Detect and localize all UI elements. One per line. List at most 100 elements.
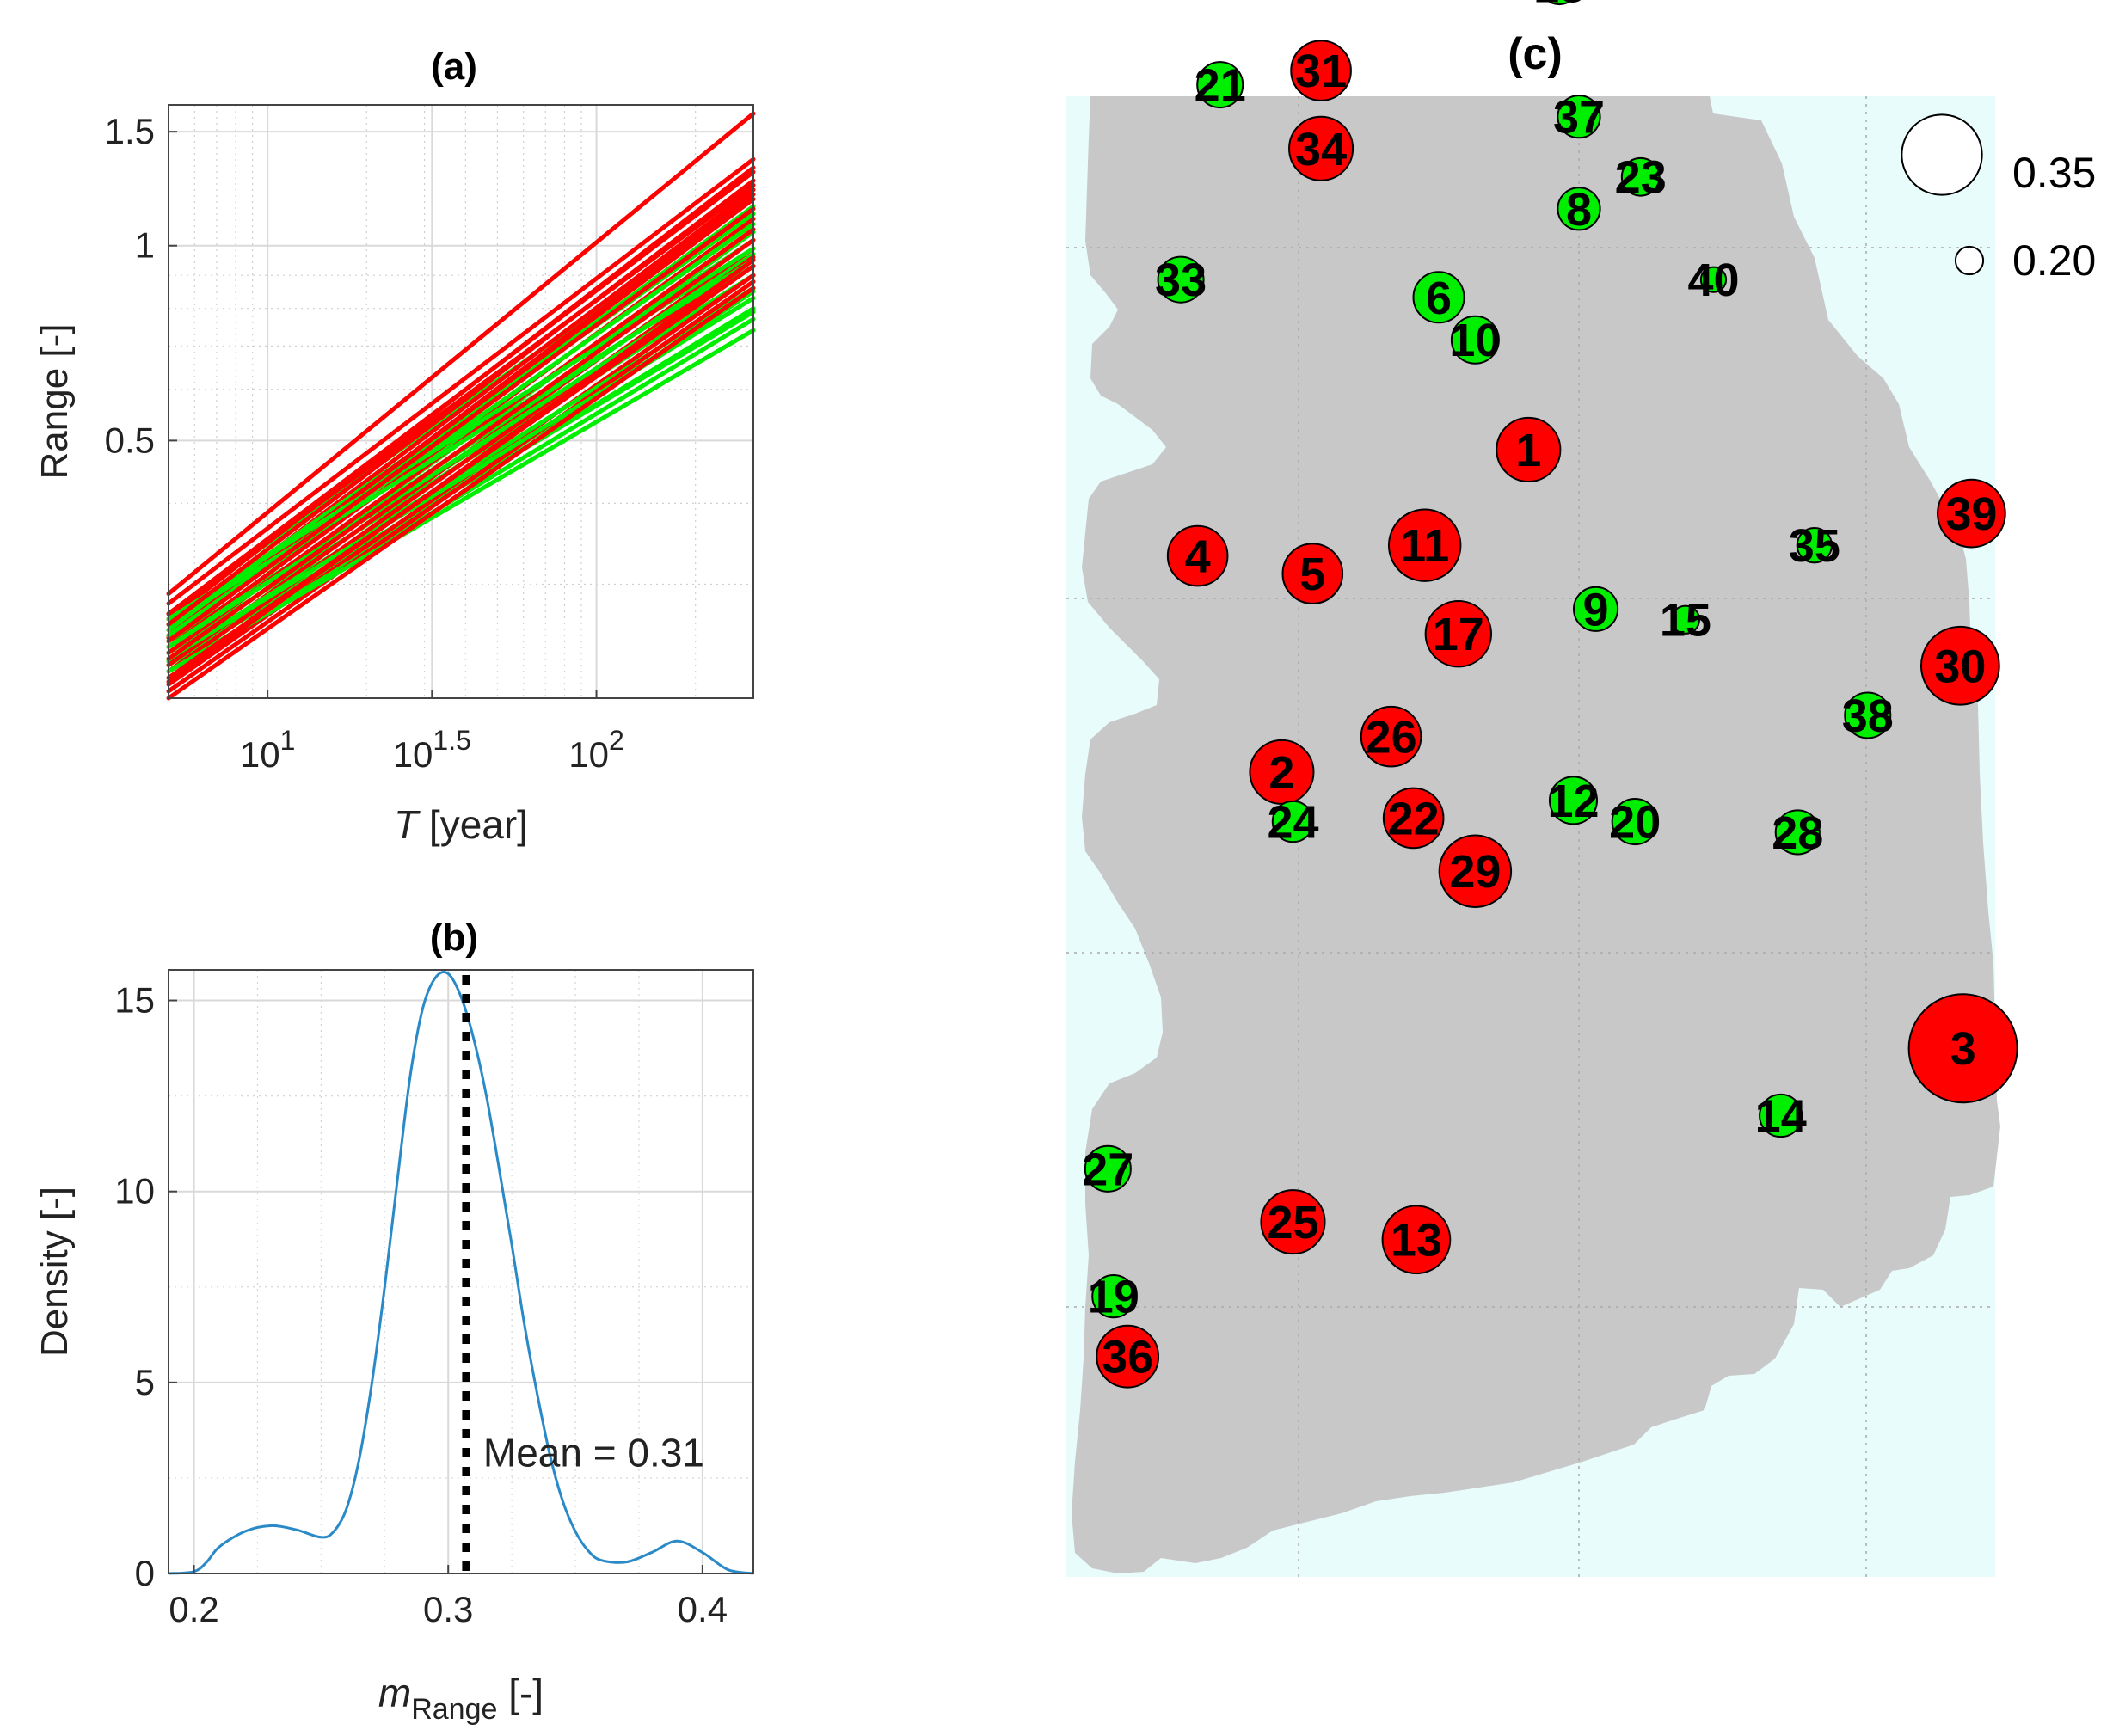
panel-a-series-line [166, 279, 756, 694]
panel-a-axes-box [168, 104, 754, 699]
station-31-marker [1290, 40, 1352, 101]
panel-b-xtick-label: 0.2 [169, 1589, 218, 1629]
station-6-marker [1412, 271, 1465, 324]
station-35-marker [1796, 527, 1833, 564]
panel-a-xtick-label-base: 10 [393, 734, 433, 775]
station-40-label: 40 [1687, 255, 1739, 306]
station-10-marker [1450, 315, 1500, 365]
station-30-marker [1919, 625, 2000, 706]
panel-a-xtick-label-exp: 1.5 [433, 725, 470, 756]
station-12-marker [1548, 776, 1598, 825]
panel-a-series [166, 111, 756, 701]
legend-label-small: 0.20 [2012, 236, 2096, 285]
station-31-label: 31 [1295, 46, 1347, 97]
station-14-marker [1759, 1093, 1803, 1138]
panel-b-title: (b) [430, 917, 478, 959]
station-4-label: 4 [1185, 531, 1211, 583]
station-12-label: 12 [1547, 776, 1599, 827]
station-20-label: 20 [1609, 797, 1661, 849]
panel-a-xtick-label-exp: 2 [609, 725, 624, 756]
panel-a-xtick-label: 101.5 [393, 725, 471, 775]
station-34-marker [1288, 115, 1354, 181]
station-3-marker [1907, 993, 2018, 1104]
station-21-marker [1196, 61, 1244, 109]
station-25-marker [1260, 1189, 1326, 1255]
station-22-marker [1382, 787, 1445, 850]
panel-b-xlabel-sub: Range [411, 1693, 497, 1726]
panel-a-series-line [166, 206, 756, 644]
station-36-label: 36 [1102, 1332, 1153, 1383]
station-23-label: 23 [1615, 152, 1667, 204]
panel-c-title: (c) [1508, 29, 1563, 79]
panel-a-series-line [166, 169, 756, 616]
station-13-marker [1381, 1205, 1452, 1275]
panel-a-ytick-label: 1.5 [105, 111, 155, 151]
station-1-label: 1 [1515, 425, 1541, 476]
station-26-marker [1360, 705, 1422, 768]
station-5-marker [1281, 543, 1344, 604]
station-26-label: 26 [1366, 712, 1417, 764]
panel-a-xlabel-var: T [394, 802, 421, 847]
panel-b-xlabel-unit: [-] [497, 1671, 544, 1715]
station-24-label: 24 [1267, 797, 1318, 849]
panel-c: (c) 123456789101112131415161718192021222… [1066, 0, 2096, 1577]
station-11-marker [1387, 508, 1462, 582]
station-38-marker [1844, 691, 1892, 739]
panel-a-xlabel-unit: [year] [418, 802, 528, 847]
station-35-label: 35 [1789, 520, 1840, 572]
station-18-marker [1545, 0, 1573, 6]
legend-circle-small [1954, 245, 1985, 276]
panel-a-xlabel: T [year] [394, 802, 528, 847]
station-19-marker [1091, 1274, 1136, 1319]
kde-curve [168, 970, 754, 1575]
station-38-label: 38 [1842, 690, 1894, 742]
station-23-marker [1620, 156, 1661, 197]
station-39-marker [1937, 478, 2006, 549]
station-39-label: 39 [1945, 488, 1997, 540]
panel-a-xtick-label: 102 [568, 725, 624, 775]
station-27-marker [1084, 1144, 1132, 1193]
station-15-label: 15 [1660, 595, 1711, 647]
station-33-marker [1157, 255, 1205, 304]
panel-a-ytick-label: 1 [135, 225, 155, 266]
station-28-marker [1774, 809, 1821, 856]
station-3-label: 3 [1950, 1023, 1976, 1075]
panel-b-ytick-label: 0 [135, 1553, 155, 1593]
station-29-label: 29 [1449, 846, 1501, 898]
panel-a-series-line [166, 111, 756, 597]
station-34-label: 34 [1295, 124, 1347, 175]
panel-b-ylabel: Density [-] [34, 1187, 76, 1357]
panel-b-ticks: 0.2 0.3 0.4 0 5 10 15 [114, 980, 728, 1629]
station-21-label: 21 [1195, 60, 1246, 112]
station-18-label: 18 [1533, 0, 1585, 12]
panel-b-ytick-label: 10 [114, 1171, 155, 1212]
station-25-label: 25 [1267, 1197, 1318, 1248]
legend-circle-large [1901, 113, 1983, 196]
legend-label-large: 0.35 [2012, 149, 2096, 197]
panel-b-xtick-label: 0.4 [678, 1589, 728, 1629]
mean-annotation: Mean = 0.31 [483, 1431, 704, 1475]
panel-a-xtick-label-base: 10 [568, 734, 609, 775]
station-36-marker [1096, 1324, 1160, 1389]
panel-a-xtick-label: 101 [240, 725, 296, 775]
panel-a-series-line [166, 237, 756, 661]
station-8-marker [1557, 187, 1601, 231]
station-15-marker [1670, 604, 1700, 635]
station-5-label: 5 [1299, 549, 1325, 600]
station-13-label: 13 [1391, 1215, 1442, 1267]
station-2-label: 2 [1268, 747, 1294, 799]
panel-a-series-line [166, 258, 756, 627]
station-22-label: 22 [1388, 793, 1440, 844]
station-40-marker [1699, 266, 1728, 293]
panel-a-title: (a) [431, 46, 477, 88]
panel-a-series-line [166, 258, 756, 684]
station-20-marker [1611, 798, 1659, 846]
panel-b: (b) Mean = 0.31 0.2 0.3 0.4 0 5 10 15 Density … [34, 917, 754, 1726]
station-30-label: 30 [1934, 641, 1986, 692]
station-14-label: 14 [1755, 1091, 1807, 1143]
panel-b-axes-box [168, 969, 754, 1574]
station-17-label: 17 [1433, 609, 1484, 660]
station-1-marker [1496, 416, 1562, 482]
